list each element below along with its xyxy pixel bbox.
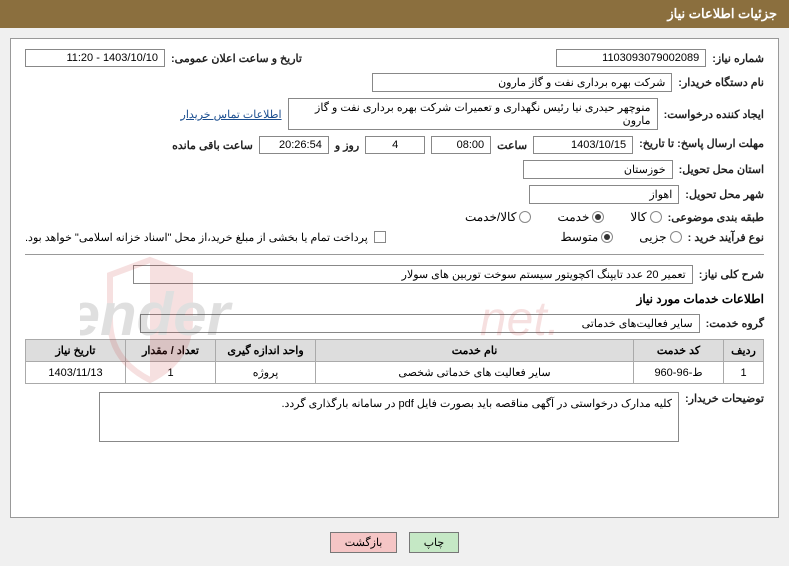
table-row: 1 ط-96-960 سایر فعالیت های خدماتی شخصی پ… (26, 362, 764, 384)
buyer-notes-label: توضیحات خریدار: (685, 392, 764, 405)
th-code: کد خدمت (634, 340, 724, 362)
category-opt3: کالا/خدمت (465, 210, 516, 224)
td-row: 1 (724, 362, 764, 384)
city-label: شهر محل تحویل: (685, 188, 764, 201)
deadline-date: 1403/10/15 (533, 136, 633, 154)
row-requester: ایجاد کننده درخواست: منوچهر حیدری نیا رئ… (25, 98, 764, 130)
page-title: جزئیات اطلاعات نیاز (667, 6, 777, 21)
process-label: نوع فرآیند خرید : (688, 231, 764, 244)
requester-label: ایجاد کننده درخواست: (664, 108, 764, 121)
row-buyer-org: نام دستگاه خریدار: شرکت بهره برداری نفت … (25, 73, 764, 92)
province-label: استان محل تحویل: (679, 163, 764, 176)
row-city: شهر محل تحویل: اهواز (25, 185, 764, 204)
treasury-checkbox[interactable] (374, 231, 386, 243)
process-note: پرداخت تمام یا بخشی از مبلغ خرید،از محل … (25, 231, 368, 244)
deadline-time-label: ساعت (497, 139, 527, 152)
row-process-type: نوع فرآیند خرید : جزیی متوسط پرداخت تمام… (25, 230, 764, 244)
th-qty: تعداد / مقدار (126, 340, 216, 362)
row-service-group: گروه خدمت: سایر فعالیت‌های خدماتی (25, 314, 764, 333)
province-value: خوزستان (523, 160, 673, 179)
th-name: نام خدمت (316, 340, 634, 362)
row-buyer-notes: توضیحات خریدار: کلیه مدارک درخواستی در آ… (25, 392, 764, 442)
deadline-remain-label: ساعت باقی مانده (172, 139, 253, 152)
service-group-value: سایر فعالیت‌های خدماتی (140, 314, 700, 333)
need-desc-label: شرح کلی نیاز: (699, 268, 764, 281)
deadline-days: 4 (365, 136, 425, 154)
announce-date-label: تاریخ و ساعت اعلان عمومی: (171, 52, 302, 65)
buyer-contact-link[interactable]: اطلاعات تماس خریدار (181, 108, 282, 121)
row-need-number: شماره نیاز: 1103093079002089 تاریخ و ساع… (25, 49, 764, 67)
button-row: چاپ بازگشت (0, 532, 789, 553)
need-desc-value: تعمیر 20 عدد تایپنگ اکچویتور سیستم سوخت … (133, 265, 693, 284)
td-unit: پروژه (216, 362, 316, 384)
td-name: سایر فعالیت های خدماتی شخصی (316, 362, 634, 384)
row-need-desc: شرح کلی نیاز: تعمیر 20 عدد تایپنگ اکچویت… (25, 265, 764, 284)
table-header-row: ردیف کد خدمت نام خدمت واحد اندازه گیری ت… (26, 340, 764, 362)
back-button[interactable]: بازگشت (330, 532, 398, 553)
category-radio-service[interactable]: خدمت (557, 210, 604, 224)
th-row: ردیف (724, 340, 764, 362)
process-opt1: جزیی (639, 230, 666, 244)
row-deadline: مهلت ارسال پاسخ: تا تاریخ: 1403/10/15 سا… (25, 136, 764, 154)
service-group-label: گروه خدمت: (706, 317, 764, 330)
deadline-time: 08:00 (431, 136, 491, 154)
th-date: تاریخ نیاز (26, 340, 126, 362)
main-container: شماره نیاز: 1103093079002089 تاریخ و ساع… (10, 38, 779, 518)
row-province: استان محل تحویل: خوزستان (25, 160, 764, 179)
buyer-org-value: شرکت بهره برداری نفت و گاز مارون (372, 73, 672, 92)
td-qty: 1 (126, 362, 216, 384)
process-radio-medium[interactable]: متوسط (561, 230, 614, 244)
page-header: جزئیات اطلاعات نیاز (0, 0, 789, 28)
services-section-title: اطلاعات خدمات مورد نیاز (25, 292, 764, 306)
deadline-label: مهلت ارسال پاسخ: تا تاریخ: (639, 137, 764, 152)
th-unit: واحد اندازه گیری (216, 340, 316, 362)
category-radio-goods[interactable]: کالا (630, 210, 661, 224)
requester-value: منوچهر حیدری نیا رئیس نگهداری و تعمیرات … (288, 98, 658, 130)
row-category: طبقه بندی موضوعی: کالا خدمت کالا/خدمت (25, 210, 764, 224)
td-code: ط-96-960 (634, 362, 724, 384)
td-date: 1403/11/13 (26, 362, 126, 384)
need-number-value: 1103093079002089 (556, 49, 706, 67)
need-number-label: شماره نیاز: (712, 52, 764, 65)
process-opt2: متوسط (561, 230, 599, 244)
deadline-countdown: 20:26:54 (259, 136, 329, 154)
category-label: طبقه بندی موضوعی: (668, 211, 764, 224)
announce-date-value: 1403/10/10 - 11:20 (25, 49, 165, 67)
buyer-notes-value: کلیه مدارک درخواستی در آگهی مناقصه باید … (99, 392, 679, 442)
buyer-org-label: نام دستگاه خریدار: (678, 76, 764, 89)
city-value: اهواز (529, 185, 679, 204)
category-opt2: خدمت (557, 210, 589, 224)
process-radio-minor[interactable]: جزیی (639, 230, 681, 244)
category-radio-both[interactable]: کالا/خدمت (465, 210, 531, 224)
services-table: ردیف کد خدمت نام خدمت واحد اندازه گیری ت… (25, 339, 764, 384)
deadline-days-label: روز و (335, 139, 359, 152)
category-opt1: کالا (630, 210, 646, 224)
print-button[interactable]: چاپ (409, 532, 460, 553)
divider-1 (25, 254, 764, 255)
